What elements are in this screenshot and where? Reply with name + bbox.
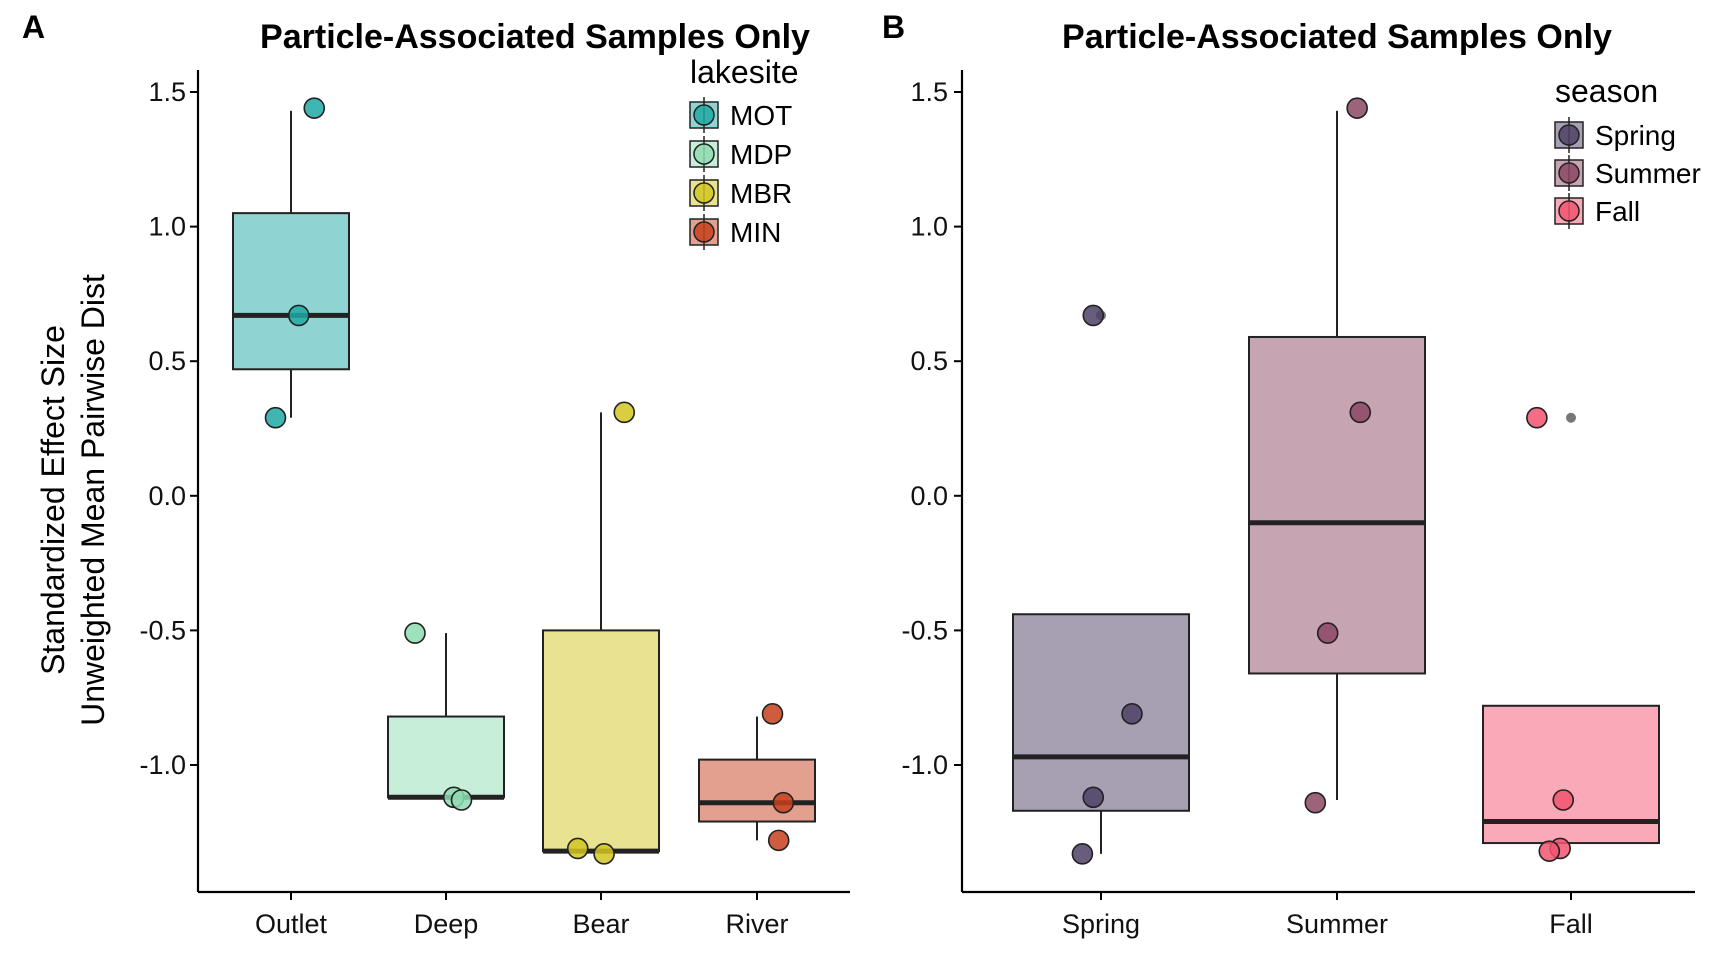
x-tick-label: Bear xyxy=(572,909,629,939)
y-tick-label: -1.0 xyxy=(139,750,186,780)
y-tick-label: 1.0 xyxy=(148,212,186,242)
legend-key-point xyxy=(693,143,715,165)
x-tick-label: Summer xyxy=(1286,909,1388,939)
data-point xyxy=(593,843,615,865)
data-point xyxy=(1346,97,1368,119)
legend-key-point xyxy=(693,104,715,126)
y-tick-label: 0.0 xyxy=(910,481,948,511)
x-tick-label: Fall xyxy=(1549,909,1593,939)
x-tick-label: River xyxy=(725,909,788,939)
legend-key-point xyxy=(1558,124,1580,146)
legend-label: MBR xyxy=(730,178,792,209)
box-group-bear xyxy=(542,401,660,865)
y-tick-label: 1.5 xyxy=(148,77,186,107)
legend-label: MIN xyxy=(730,217,781,248)
data-point xyxy=(1349,401,1372,424)
data-point xyxy=(303,97,326,119)
y-axis-label-line-1: Standardized Effect Size xyxy=(35,325,71,675)
y-tick-label: -0.5 xyxy=(901,615,948,645)
legend-label: Summer xyxy=(1595,158,1701,189)
y-tick-label: 1.5 xyxy=(910,77,948,107)
data-point xyxy=(1552,789,1575,811)
data-point xyxy=(1071,843,1094,865)
panel-letter-b: B xyxy=(882,9,905,45)
data-point xyxy=(1121,703,1143,725)
x-tick-label: Outlet xyxy=(255,909,328,939)
data-point xyxy=(450,789,473,811)
y-tick-label: -0.5 xyxy=(139,615,186,645)
box xyxy=(232,212,350,371)
panel-a-plot: 1.5 1.0 0.5 0.0 -0.5 -1.0 Outlet Deep Bear River xyxy=(139,70,850,939)
legend-item-mot: MOT xyxy=(689,97,792,133)
legend-item-mdp: MDP xyxy=(689,136,792,172)
data-point xyxy=(1304,791,1327,814)
box-group-summer xyxy=(1248,97,1426,814)
y-tick-label: 0.5 xyxy=(148,346,186,376)
legend-label: MOT xyxy=(730,100,792,131)
y-tick-label: 1.0 xyxy=(910,212,948,242)
box xyxy=(698,758,816,823)
data-point xyxy=(1538,840,1561,862)
panel-a-title: Particle-Associated Samples Only xyxy=(260,18,810,56)
data-point xyxy=(404,622,426,644)
data-point xyxy=(1316,622,1339,644)
y-tick-label: 0.0 xyxy=(148,481,186,511)
legend-key-point xyxy=(693,221,715,243)
legend-item-fall: Fall xyxy=(1554,193,1640,229)
legend-label: MDP xyxy=(730,139,792,170)
outlier-point xyxy=(1566,412,1576,423)
legend-key-point xyxy=(1558,162,1580,184)
data-point xyxy=(264,406,287,429)
data-point xyxy=(613,401,636,424)
season-legend: season Spring Summer Fall xyxy=(1554,73,1701,229)
data-point xyxy=(566,837,589,860)
y-axis-label-line-2: Unweighted Mean Pairwise Dist xyxy=(75,274,111,726)
lakesite-legend: lakesite MOT MDP MBR MIN xyxy=(689,54,799,250)
panel-b-title: Particle-Associated Samples Only xyxy=(1062,18,1612,56)
x-tick-label: Deep xyxy=(414,909,479,939)
data-point xyxy=(1082,786,1105,809)
data-point xyxy=(772,791,795,814)
box-group-river xyxy=(698,703,816,852)
box-group-fall xyxy=(1482,406,1660,862)
legend-label: Spring xyxy=(1595,120,1676,151)
legend-item-spring: Spring xyxy=(1554,117,1676,153)
panel-b-plot: 1.5 1.0 0.5 0.0 -0.5 -1.0 Spring Summer Fall xyxy=(901,70,1695,939)
legend-item-mbr: MBR xyxy=(689,175,792,211)
box-group-spring xyxy=(1012,304,1190,865)
box xyxy=(542,629,660,853)
box-group-deep xyxy=(387,622,505,811)
data-point xyxy=(1526,406,1548,429)
data-point xyxy=(287,304,310,327)
legend-key-point xyxy=(1558,200,1580,222)
data-point xyxy=(761,703,784,725)
legend-title-season: season xyxy=(1555,73,1658,109)
legend-item-summer: Summer xyxy=(1554,155,1701,191)
legend-key-point xyxy=(693,182,715,204)
legend-item-min: MIN xyxy=(689,214,781,250)
x-tick-label: Spring xyxy=(1062,909,1140,939)
legend-label: Fall xyxy=(1595,196,1640,227)
data-point xyxy=(1082,304,1105,327)
box xyxy=(1248,335,1426,675)
box xyxy=(387,715,505,799)
box xyxy=(1012,613,1190,812)
box-group-outlet xyxy=(232,97,350,429)
y-tick-label: 0.5 xyxy=(910,346,948,376)
legend-title-lakesite: lakesite xyxy=(690,54,799,90)
y-tick-label: -1.0 xyxy=(901,750,948,780)
panel-letter-a: A xyxy=(22,9,45,45)
data-point xyxy=(767,829,790,852)
